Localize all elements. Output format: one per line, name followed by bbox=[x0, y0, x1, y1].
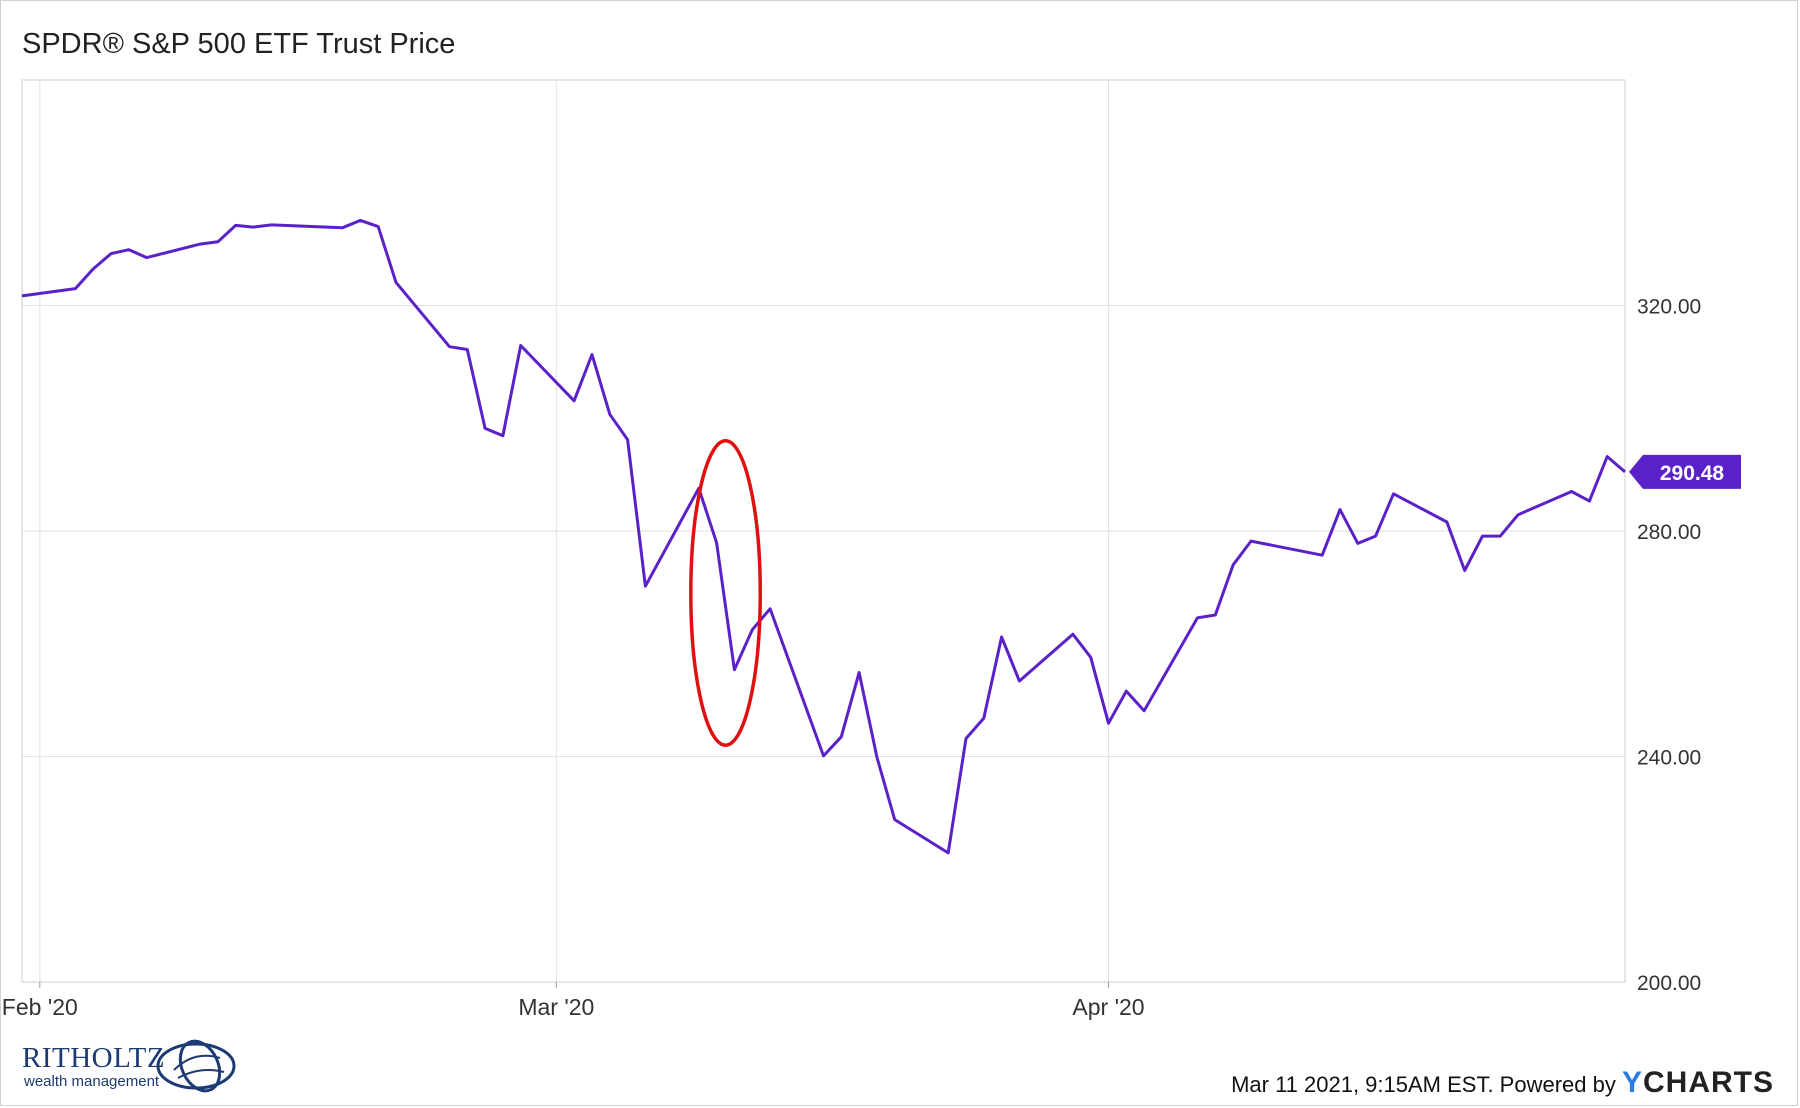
x-axis: Feb '20 Mar '20 Apr '20 bbox=[2, 982, 1145, 1020]
x-tick-label: Feb '20 bbox=[2, 994, 78, 1020]
last-value-badge-shape bbox=[1629, 454, 1741, 489]
chart-title: SPDR® S&P 500 ETF Trust Price bbox=[22, 28, 456, 60]
y-tick-label: 200.00 bbox=[1637, 972, 1701, 995]
last-value-badge: 290.48 bbox=[1629, 454, 1741, 489]
y-tick-label: 320.00 bbox=[1637, 296, 1701, 319]
ritholtz-logo: RITHOLTZ wealth management bbox=[22, 1039, 236, 1096]
logo-name: RITHOLTZ bbox=[22, 1042, 166, 1074]
x-tick-label: Apr '20 bbox=[1072, 994, 1144, 1020]
ycharts-logo-y: Y bbox=[1621, 1066, 1643, 1099]
footer: Mar 11 2021, 9:15AM EST. Powered by YCHA… bbox=[1231, 1066, 1774, 1100]
y-tick-label: 280.00 bbox=[1637, 521, 1701, 544]
plot-area-border bbox=[21, 79, 1626, 983]
y-axis: 200.00 240.00 280.00 320.00 bbox=[1637, 296, 1701, 996]
ycharts-logo: YCHARTS bbox=[1622, 1066, 1774, 1099]
price-series-line bbox=[21, 218, 1626, 855]
y-tick-label: 240.00 bbox=[1637, 747, 1701, 770]
grid bbox=[22, 80, 1625, 983]
footer-text: Mar 11 2021, 9:15AM EST. Powered by bbox=[1231, 1072, 1616, 1097]
globe-icon bbox=[156, 1039, 236, 1093]
x-tick-label: Mar '20 bbox=[518, 994, 594, 1020]
series-group bbox=[21, 218, 1626, 855]
ycharts-logo-rest: CHARTS bbox=[1643, 1066, 1774, 1099]
logo-subtitle: wealth management bbox=[24, 1073, 160, 1090]
last-value-label: 290.48 bbox=[1660, 462, 1725, 485]
annotation-group bbox=[689, 439, 763, 747]
highlight-ellipse bbox=[689, 439, 763, 747]
